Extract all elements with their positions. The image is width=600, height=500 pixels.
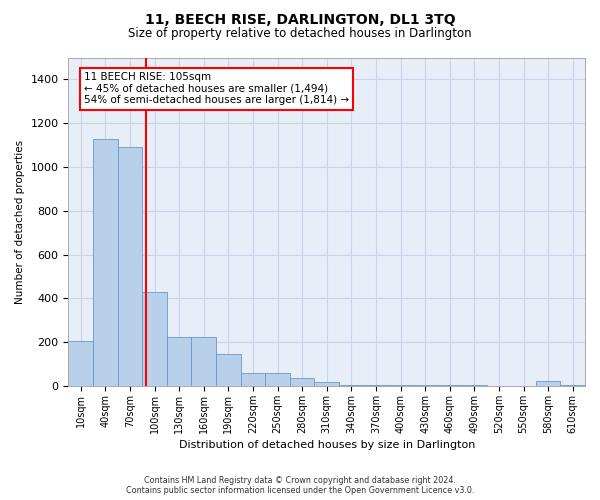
Text: 11 BEECH RISE: 105sqm
← 45% of detached houses are smaller (1,494)
54% of semi-d: 11 BEECH RISE: 105sqm ← 45% of detached … <box>84 72 349 106</box>
Bar <box>462 385 487 386</box>
Bar <box>118 148 142 386</box>
Bar <box>191 337 216 386</box>
Bar <box>265 373 290 386</box>
Bar <box>290 378 314 386</box>
Bar <box>560 385 585 386</box>
Bar <box>93 138 118 386</box>
Bar <box>314 382 339 386</box>
Bar <box>142 292 167 386</box>
Bar <box>388 385 413 386</box>
Bar <box>167 337 191 386</box>
Bar <box>536 380 560 386</box>
Y-axis label: Number of detached properties: Number of detached properties <box>15 140 25 304</box>
Bar <box>339 385 364 386</box>
Bar <box>364 385 388 386</box>
Bar <box>413 385 437 386</box>
Bar <box>68 341 93 386</box>
Bar <box>241 373 265 386</box>
Bar <box>437 385 462 386</box>
Text: 11, BEECH RISE, DARLINGTON, DL1 3TQ: 11, BEECH RISE, DARLINGTON, DL1 3TQ <box>145 12 455 26</box>
X-axis label: Distribution of detached houses by size in Darlington: Distribution of detached houses by size … <box>179 440 475 450</box>
Text: Contains HM Land Registry data © Crown copyright and database right 2024.
Contai: Contains HM Land Registry data © Crown c… <box>126 476 474 495</box>
Bar <box>216 354 241 386</box>
Text: Size of property relative to detached houses in Darlington: Size of property relative to detached ho… <box>128 28 472 40</box>
